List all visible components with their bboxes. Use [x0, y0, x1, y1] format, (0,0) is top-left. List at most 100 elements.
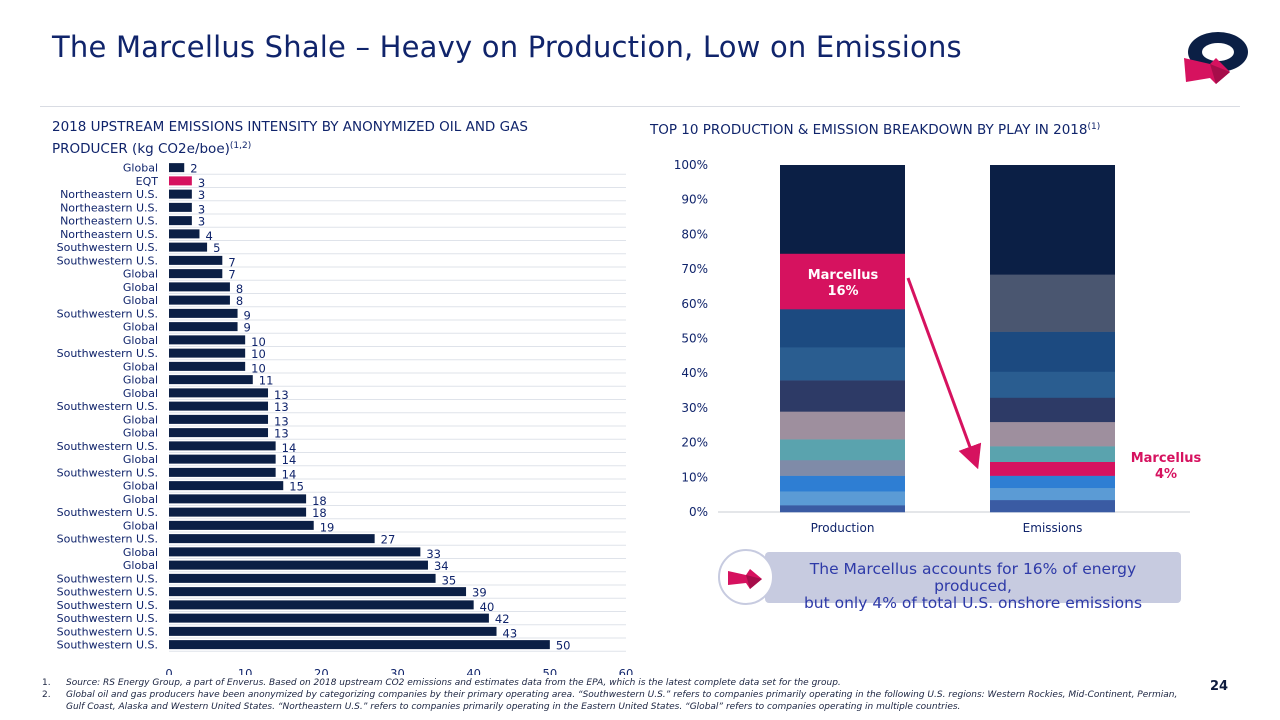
data-label: 14: [282, 441, 297, 455]
stack-segment: [990, 274, 1115, 332]
y-tick-label: 70%: [681, 262, 708, 276]
bar: [169, 547, 421, 557]
data-label: 13: [274, 427, 289, 441]
data-label: 10: [251, 361, 266, 375]
data-label: 10: [251, 335, 266, 349]
bar: [169, 560, 428, 570]
category-label: Global: [123, 281, 158, 294]
footnote-1-number: 1.: [42, 678, 51, 688]
data-label: 35: [442, 573, 457, 587]
bar: [169, 587, 467, 597]
data-label: 50: [556, 639, 571, 653]
data-label: 33: [426, 547, 441, 561]
stack-segment: [990, 446, 1115, 462]
data-label: 15: [289, 480, 304, 494]
category-label: Northeastern U.S.: [60, 188, 158, 201]
y-tick-label: 50%: [681, 332, 708, 346]
category-label: Northeastern U.S.: [60, 228, 158, 241]
y-tick-label: 0%: [689, 505, 708, 519]
data-label: 9: [244, 308, 251, 322]
bar: [169, 216, 192, 226]
data-label: 43: [503, 626, 518, 640]
data-label: 5: [213, 241, 220, 255]
data-label: 3: [198, 202, 205, 216]
category-label: Global: [123, 387, 158, 400]
category-label: Southwestern U.S.: [57, 506, 158, 519]
category-label: Southwestern U.S.: [57, 241, 158, 254]
category-label: Global: [123, 546, 158, 559]
data-label: 14: [282, 453, 297, 467]
data-label: 11: [259, 374, 274, 388]
bar: [169, 388, 269, 398]
bar: [169, 163, 185, 173]
y-tick-label: 80%: [681, 227, 708, 241]
left-chart-header: 2018 UPSTREAM EMISSIONS INTENSITY BY ANO…: [52, 118, 528, 159]
data-label: 7: [228, 268, 235, 282]
category-label: Southwestern U.S.: [57, 400, 158, 413]
company-logo-icon: [1184, 32, 1248, 84]
stack-segment: [780, 347, 905, 381]
bar: [169, 348, 246, 358]
stack-segment: [780, 475, 905, 492]
stack-segment: [990, 499, 1115, 513]
left-header-line1: 2018 UPSTREAM EMISSIONS INTENSITY BY ANO…: [52, 119, 528, 135]
bar: [169, 613, 489, 623]
bar: [169, 375, 253, 385]
category-label: Southwestern U.S.: [57, 466, 158, 479]
stack-segment: [990, 371, 1115, 398]
bar: [169, 481, 284, 491]
bar: [169, 428, 269, 438]
category-label: Southwestern U.S.: [57, 347, 158, 360]
stack-segment: [780, 491, 905, 506]
data-label: 14: [282, 467, 297, 481]
marcellus-emissions-label-name: Marcellus: [1130, 451, 1202, 466]
bar: [169, 269, 223, 279]
data-label: 2: [190, 162, 197, 176]
stack-segment: [780, 459, 905, 476]
bar-highlight: [169, 176, 192, 186]
bar: [169, 494, 307, 504]
bar: [169, 255, 223, 265]
data-label: 3: [198, 188, 205, 202]
category-label: Global: [123, 493, 158, 506]
category-label: Northeastern U.S.: [60, 215, 158, 228]
category-label: Southwestern U.S.: [57, 307, 158, 320]
marcellus-production-label-name: Marcellus: [807, 268, 879, 283]
category-label: Southwestern U.S.: [57, 572, 158, 585]
data-label: 27: [381, 533, 396, 547]
segment-marcellus: [990, 461, 1115, 476]
y-tick-label: 60%: [681, 297, 708, 311]
data-label: 4: [205, 229, 212, 243]
footnotes: 1. Source: RS Energy Group, a part of En…: [42, 677, 1192, 713]
category-label: Southwestern U.S.: [57, 599, 158, 612]
right-header-sup: (1): [1087, 122, 1101, 132]
x-tick-label: 10: [238, 666, 253, 675]
bar: [169, 202, 192, 212]
data-label: 40: [480, 600, 495, 614]
bar: [169, 401, 269, 411]
stack-segment: [780, 309, 905, 348]
category-label: Southwestern U.S.: [57, 440, 158, 453]
bar: [169, 573, 436, 583]
bar: [169, 441, 276, 451]
x-tick-label: 20: [314, 666, 329, 675]
category-label: Global: [123, 519, 158, 532]
data-label: 10: [251, 347, 266, 361]
stack-segment: [990, 397, 1115, 423]
footnote-2-text: Global oil and gas producers have been a…: [66, 690, 1178, 712]
callout-text: The Marcellus accounts for 16% of energy…: [775, 561, 1171, 612]
stack-segment: [990, 487, 1115, 501]
production-emission-breakdown-chart: 0% 10% 20% 30% 40% 50% 60% 70% 80% 90% 100% Product…: [674, 158, 1190, 535]
callout-icon-circle: [718, 549, 774, 605]
category-label: Global: [123, 268, 158, 281]
data-label: 34: [434, 559, 449, 573]
footnote-1: 1. Source: RS Energy Group, a part of En…: [42, 677, 1192, 689]
data-label: 19: [320, 520, 335, 534]
category-label: Southwestern U.S.: [57, 533, 158, 546]
category-label: Southwestern U.S.: [57, 612, 158, 625]
bar: [169, 467, 276, 477]
x-tick-label: 30: [390, 666, 405, 675]
data-label: 13: [274, 400, 289, 414]
right-header-text: TOP 10 PRODUCTION & EMISSION BREAKDOWN B…: [650, 122, 1088, 138]
left-header-line2: PRODUCER (kg CO2e/boe): [52, 141, 230, 157]
